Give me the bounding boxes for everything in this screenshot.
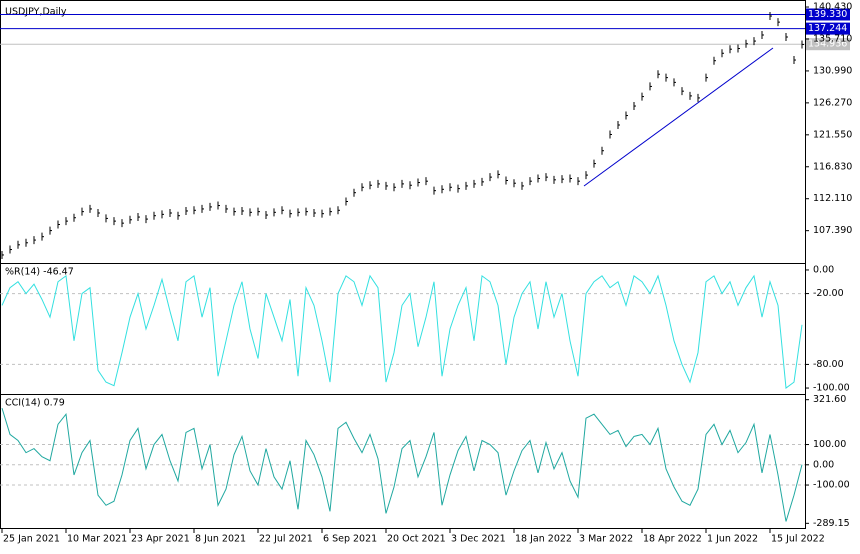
y-tick-label: 130.990 bbox=[813, 65, 852, 76]
y-tick-label: 140.430 bbox=[813, 2, 852, 13]
y-tick-label: 116.830 bbox=[813, 161, 852, 172]
x-tick-label: 20 Oct 2021 bbox=[387, 534, 446, 545]
y-tick-label: -289.15 bbox=[813, 518, 850, 529]
x-tick-label: 10 Mar 2021 bbox=[67, 534, 127, 545]
y-tick-label: 0.00 bbox=[813, 264, 834, 275]
y-tick-label: -100.00 bbox=[813, 480, 850, 491]
y-tick-label: 121.550 bbox=[813, 129, 852, 140]
level-label: 139.330 bbox=[808, 9, 847, 20]
level-label: 134.936 bbox=[808, 39, 847, 50]
level-label-box bbox=[806, 8, 850, 21]
x-tick-label: 22 Jul 2021 bbox=[259, 534, 313, 545]
level-label: 137.244 bbox=[808, 23, 847, 34]
x-tick-label: 6 Sep 2021 bbox=[323, 534, 377, 545]
x-tick-label: 1 Jun 2022 bbox=[707, 534, 758, 545]
y-tick-label: 112.110 bbox=[813, 193, 852, 204]
level-label-box bbox=[806, 22, 850, 35]
x-tick-label: 23 Apr 2021 bbox=[131, 534, 190, 545]
trend-line bbox=[583, 47, 774, 187]
y-tick-label: -100.00 bbox=[813, 383, 850, 394]
y-tick-label: 321.60 bbox=[813, 394, 846, 405]
x-tick-label: 3 Dec 2021 bbox=[451, 534, 506, 545]
y-tick-label: 0.00 bbox=[813, 459, 834, 470]
x-tick-label: 25 Jan 2021 bbox=[3, 534, 60, 545]
panel-title: USDJPY,Daily bbox=[5, 7, 67, 18]
indicator-line bbox=[1, 274, 803, 389]
x-tick-label: 18 Apr 2022 bbox=[643, 534, 702, 545]
x-tick-label: 15 Jul 2022 bbox=[771, 534, 825, 545]
x-tick-label: 8 Jun 2021 bbox=[195, 534, 246, 545]
panel-title: %R(14) -46.47 bbox=[5, 267, 74, 278]
chart-frame bbox=[0, 0, 806, 529]
indicator-line bbox=[1, 407, 803, 522]
x-tick-label: 3 Mar 2022 bbox=[579, 534, 633, 545]
level-label-box bbox=[806, 38, 850, 51]
y-tick-label: -20.00 bbox=[813, 288, 844, 299]
panel-title: CCI(14) 0.79 bbox=[5, 398, 65, 409]
y-tick-label: 107.390 bbox=[813, 225, 852, 236]
y-tick-label: -80.00 bbox=[813, 359, 844, 370]
x-tick-label: 18 Jan 2022 bbox=[515, 534, 572, 545]
y-tick-label: 135.710 bbox=[813, 33, 852, 44]
y-tick-label: 100.00 bbox=[813, 439, 846, 450]
y-tick-label: 126.270 bbox=[813, 97, 852, 108]
